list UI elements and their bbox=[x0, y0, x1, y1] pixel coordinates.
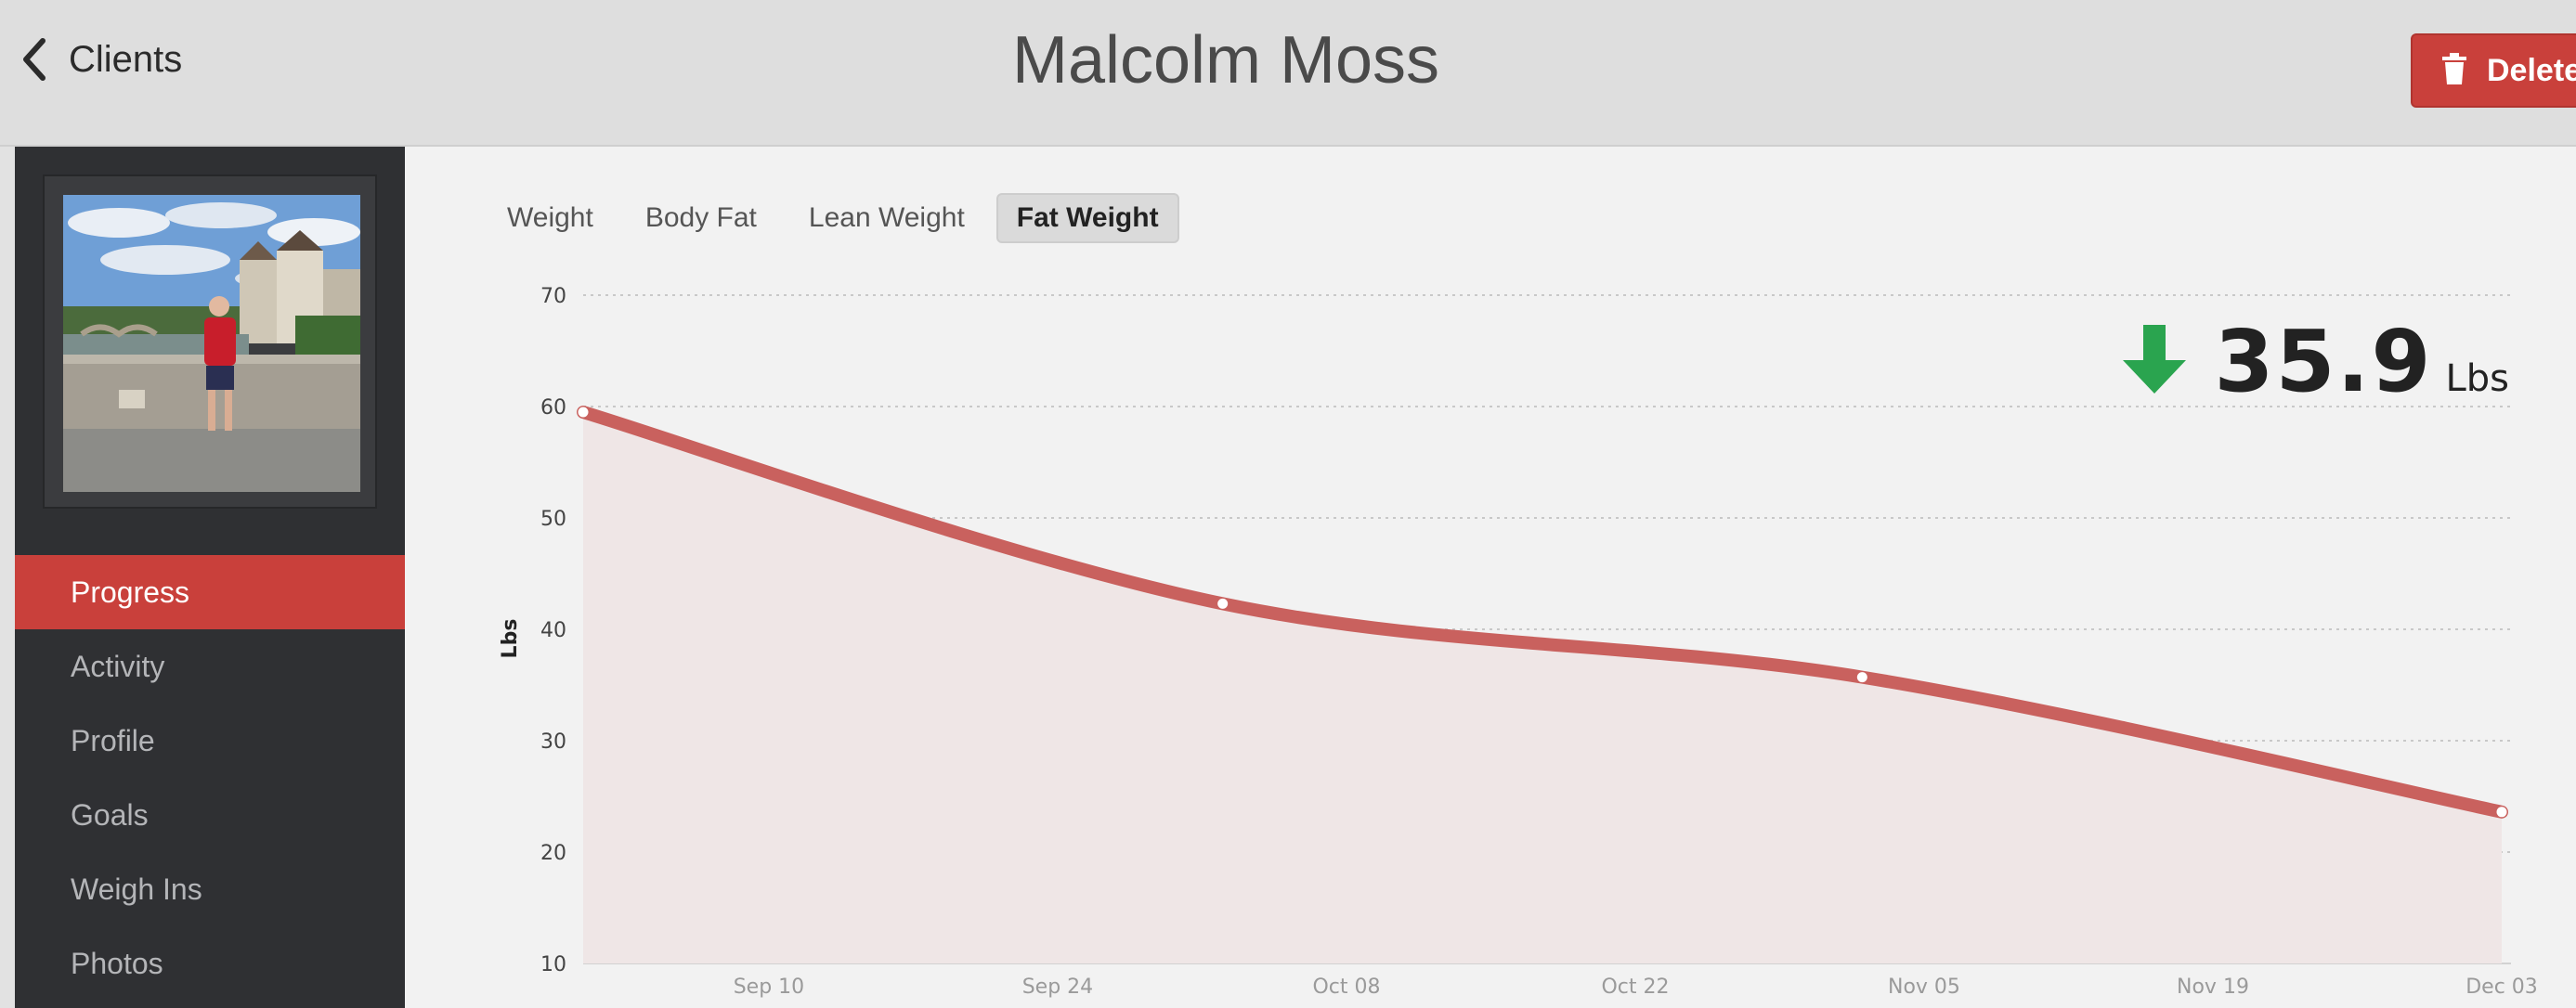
y-tick-label: 50 bbox=[540, 508, 566, 531]
y-tick-label: 20 bbox=[540, 842, 566, 865]
fat-weight-chart: 70 60 50 40 30 20 10 Sep 10 Sep 24 Oct 08 Oct 22 No… bbox=[499, 285, 2538, 999]
y-tick-label: 60 bbox=[540, 396, 566, 420]
y-tick-label: 30 bbox=[540, 730, 566, 754]
page-title: Malcolm Moss bbox=[1011, 23, 1440, 97]
back-to-clients-button[interactable]: Clients bbox=[20, 32, 182, 87]
y-tick-label: 40 bbox=[540, 619, 566, 642]
sidebar-nav: Progress Activity Profile Goals Weigh In… bbox=[15, 555, 433, 1001]
x-tick-label: Oct 08 bbox=[1312, 976, 1380, 999]
data-point bbox=[578, 407, 589, 418]
x-tick-label: Oct 22 bbox=[1601, 976, 1669, 999]
x-tick-label: Dec 03 bbox=[2465, 976, 2538, 999]
metric-tabs: Weight Body Fat Lean Weight Fat Weight bbox=[487, 193, 1179, 243]
arrow-down-icon bbox=[2121, 325, 2188, 398]
sidebar-item-weigh-ins[interactable]: Weigh Ins bbox=[71, 872, 202, 906]
back-label: Clients bbox=[69, 38, 183, 80]
data-point bbox=[1856, 672, 1867, 683]
client-photo-frame bbox=[43, 174, 377, 509]
y-tick-label: 10 bbox=[540, 953, 566, 976]
sidebar-item-goals[interactable]: Goals bbox=[71, 797, 149, 832]
tab-lean-weight[interactable]: Lean Weight bbox=[808, 202, 965, 233]
x-tick-label: Sep 10 bbox=[734, 976, 804, 999]
summary-value: 35.9 bbox=[2214, 312, 2433, 411]
x-tick-label: Nov 05 bbox=[1888, 976, 1960, 999]
main-panel: Weight Body Fat Lean Weight Fat Weight 7… bbox=[405, 147, 2576, 1008]
tab-weight[interactable]: Weight bbox=[507, 202, 593, 233]
fat-weight-summary: 35.9 Lbs bbox=[2121, 312, 2509, 411]
y-tick-label: 70 bbox=[540, 285, 566, 308]
summary-unit: Lbs bbox=[2445, 357, 2509, 400]
sidebar: Progress Activity Profile Goals Weigh In… bbox=[15, 147, 433, 1008]
client-photo bbox=[63, 195, 360, 492]
trash-icon bbox=[2440, 52, 2468, 89]
delete-button[interactable]: Delete bbox=[2411, 33, 2576, 108]
data-point bbox=[1217, 598, 1229, 609]
sidebar-item-photos[interactable]: Photos bbox=[71, 946, 163, 980]
top-bar: Clients Malcolm Moss Delete bbox=[0, 0, 2576, 147]
y-axis-label: Lbs bbox=[499, 619, 522, 659]
tab-fat-weight[interactable]: Fat Weight bbox=[995, 193, 1179, 243]
sidebar-item-progress[interactable]: Progress bbox=[15, 555, 433, 629]
data-point bbox=[2496, 807, 2507, 818]
delete-label: Delete bbox=[2487, 52, 2576, 88]
x-tick-label: Nov 19 bbox=[2177, 976, 2249, 999]
sidebar-item-profile[interactable]: Profile bbox=[71, 723, 155, 757]
chevron-left-icon bbox=[20, 37, 48, 82]
series-area bbox=[583, 412, 2502, 963]
sidebar-item-activity[interactable]: Activity bbox=[71, 649, 165, 683]
x-tick-label: Sep 24 bbox=[1022, 976, 1093, 999]
tab-body-fat[interactable]: Body Fat bbox=[644, 202, 757, 233]
series-line bbox=[577, 406, 2508, 819]
